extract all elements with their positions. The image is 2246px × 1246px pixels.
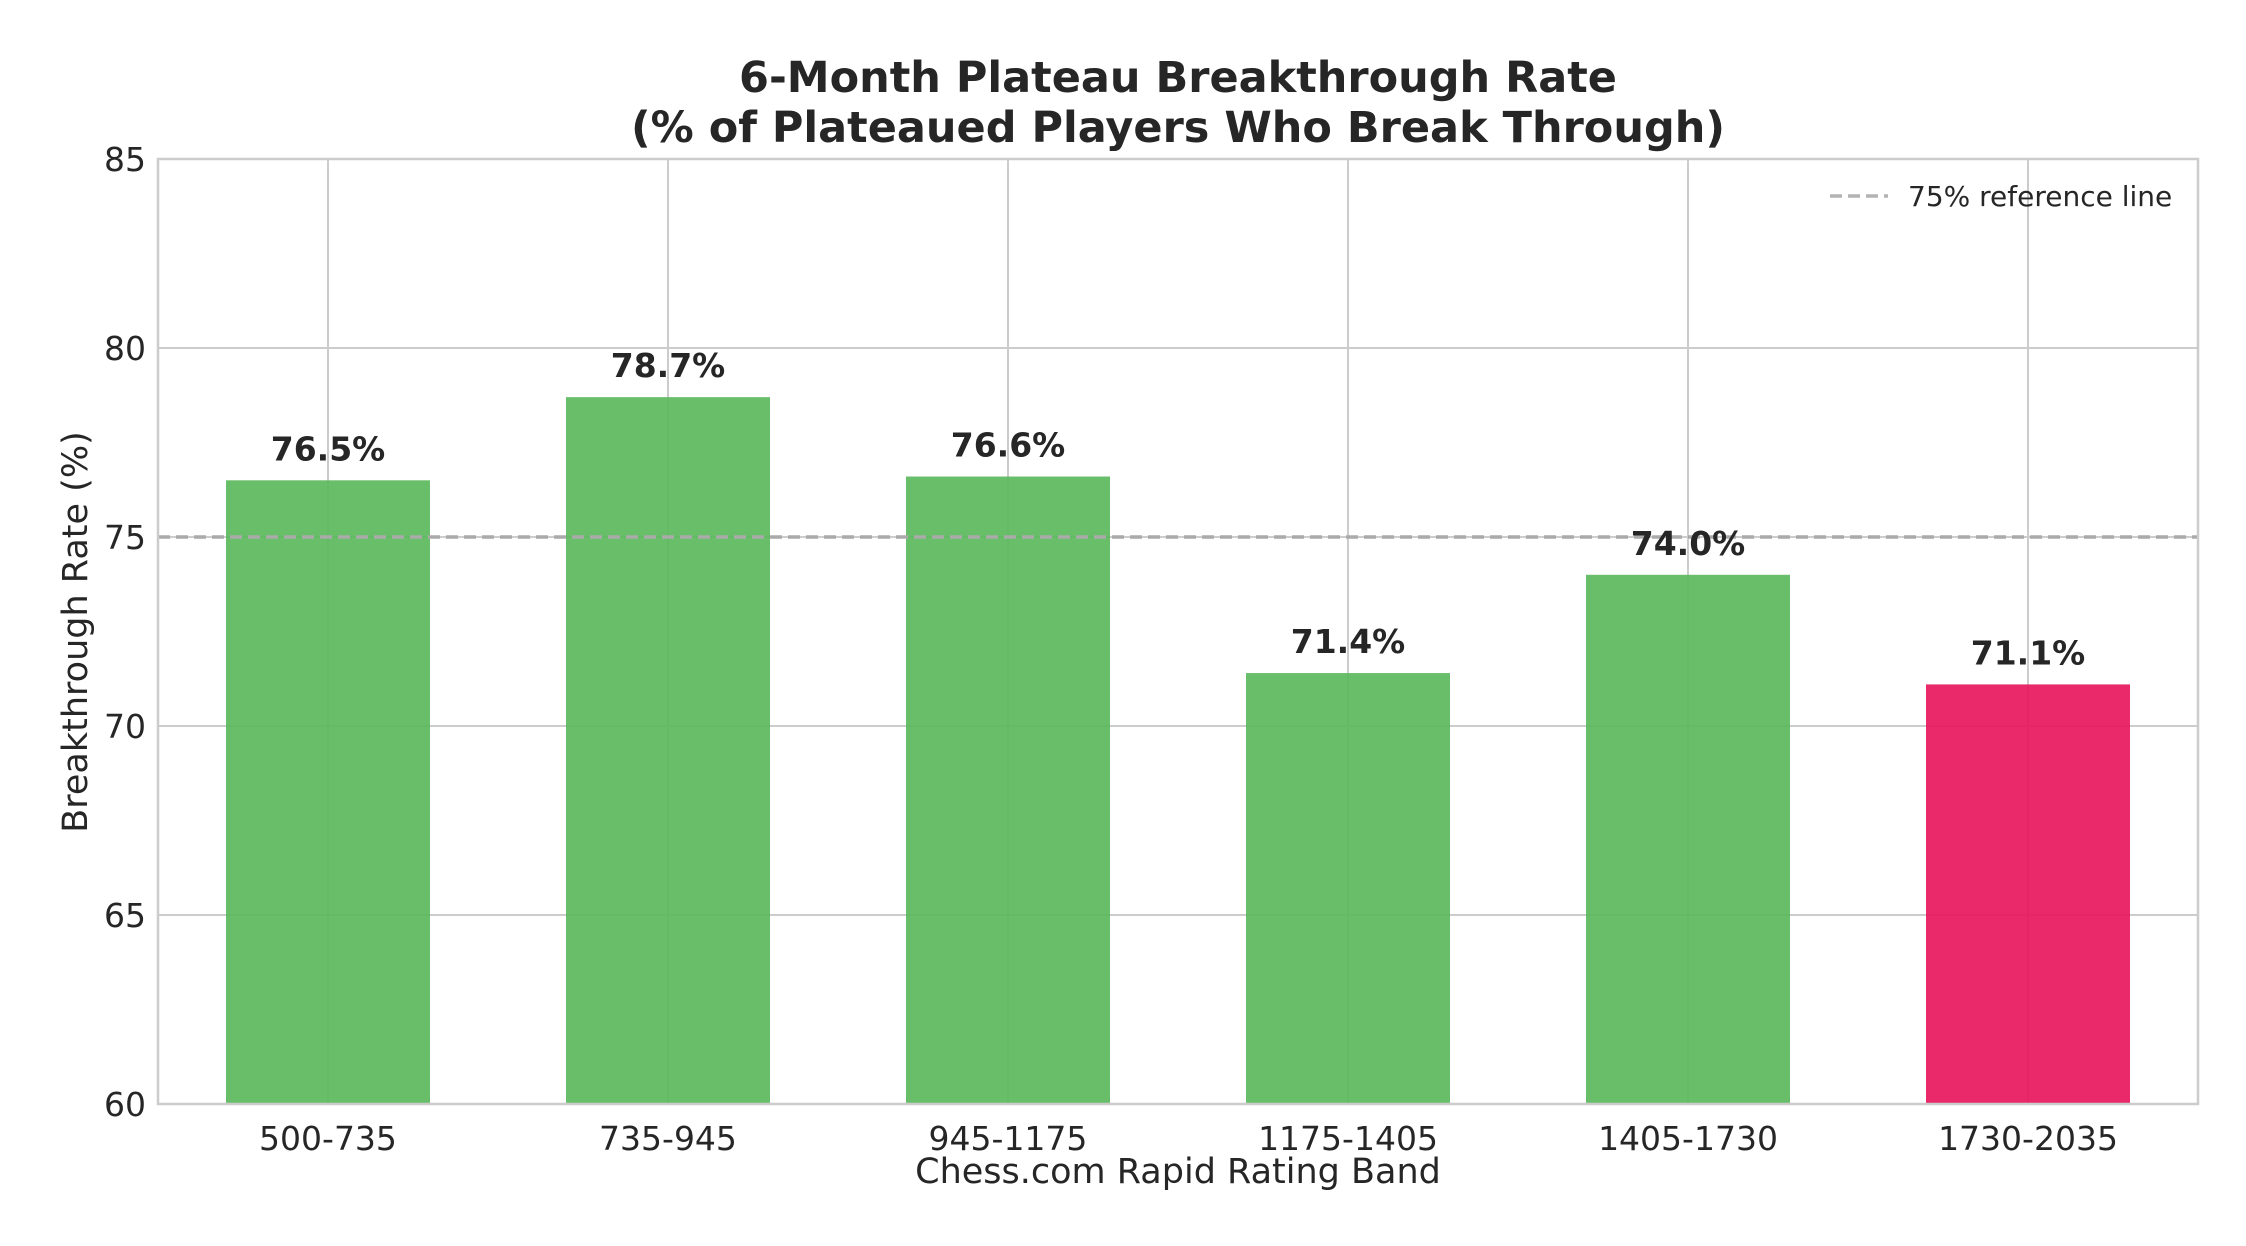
y-tick-label: 65 xyxy=(104,896,146,935)
data-label: 78.7% xyxy=(611,346,726,385)
y-tick-label: 85 xyxy=(104,140,146,179)
axis-ticks: 60 65 70 75 80 85 500-735 735-945 945-1175 1175-1… xyxy=(104,140,2118,1158)
data-label: 74.0% xyxy=(1631,524,1746,563)
x-tick-label: 1730-2035 xyxy=(1938,1119,2118,1158)
bar-1175-1405 xyxy=(1246,673,1450,1104)
legend: 75% reference line xyxy=(1830,180,2172,213)
y-axis-title: Breakthrough Rate (%) xyxy=(56,431,96,832)
x-tick-label: 1405-1730 xyxy=(1598,1119,1778,1158)
y-tick-label: 70 xyxy=(104,707,146,746)
y-tick-label: 75 xyxy=(104,518,146,557)
x-axis-title: Chess.com Rapid Rating Band xyxy=(915,1152,1441,1192)
y-tick-label: 60 xyxy=(104,1085,146,1124)
x-tick-label: 945-1175 xyxy=(929,1119,1088,1158)
chart-title-line-1: 6-Month Plateau Breakthrough Rate xyxy=(739,53,1617,103)
data-label: 76.6% xyxy=(951,426,1066,465)
plot-area xyxy=(158,159,2198,1104)
bars xyxy=(226,397,2130,1104)
x-tick-label: 500-735 xyxy=(259,1119,397,1158)
plot-frame xyxy=(156,157,2200,1106)
chart-title-line-2: (% of Plateaued Players Who Break Throug… xyxy=(631,103,1725,153)
bar-735-945 xyxy=(566,397,770,1104)
y-tick-label: 80 xyxy=(104,329,146,368)
x-tick-label: 735-945 xyxy=(599,1119,737,1158)
bar-500-735 xyxy=(226,480,430,1104)
data-label: 76.5% xyxy=(271,429,386,468)
data-label: 71.4% xyxy=(1291,622,1406,661)
data-labels: 76.5% 78.7% 76.6% 71.4% 74.0% 71.1% xyxy=(271,346,2086,672)
bar-1730-2035 xyxy=(1926,684,2130,1104)
data-label: 71.1% xyxy=(1971,633,2086,672)
bar-945-1175 xyxy=(906,476,1110,1104)
legend-label: 75% reference line xyxy=(1908,180,2172,213)
x-tick-label: 1175-1405 xyxy=(1258,1119,1438,1158)
bar-1405-1730 xyxy=(1586,574,1790,1104)
